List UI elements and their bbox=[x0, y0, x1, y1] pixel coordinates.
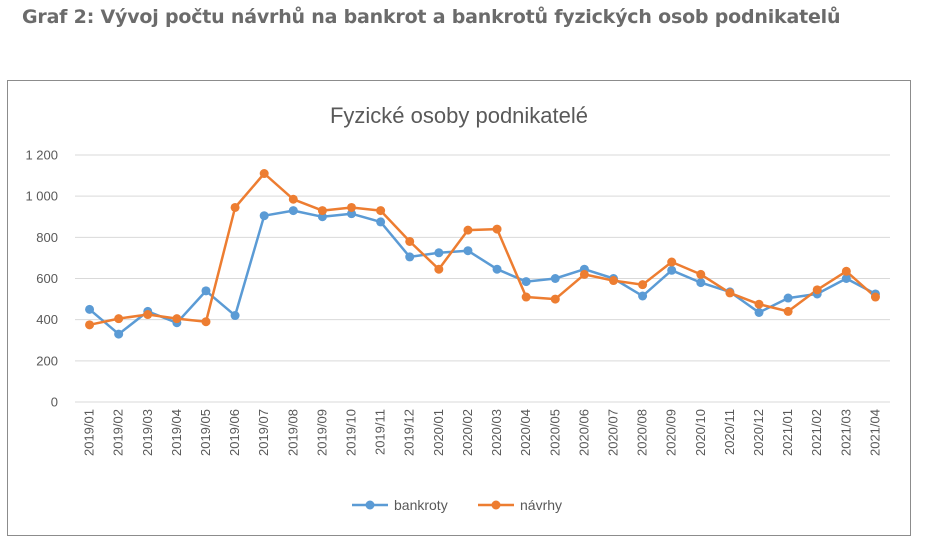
x-tick-label: 2020/02 bbox=[460, 409, 475, 456]
x-tick-label: 2019/09 bbox=[314, 409, 329, 456]
chart-title: Fyzické osoby podnikatelé bbox=[330, 103, 588, 128]
x-tick-label: 2020/12 bbox=[751, 409, 766, 456]
x-tick-label: 2020/11 bbox=[722, 409, 737, 455]
x-tick-label: 2019/10 bbox=[344, 409, 359, 456]
data-point bbox=[754, 299, 764, 309]
x-tick-label: 2020/06 bbox=[576, 409, 591, 456]
legend-swatch-marker bbox=[365, 500, 375, 510]
data-point bbox=[783, 306, 793, 316]
y-tick-label: 0 bbox=[51, 395, 58, 410]
x-tick-label: 2019/01 bbox=[82, 409, 97, 456]
y-tick-label: 1 000 bbox=[25, 189, 58, 204]
page-heading: Graf 2: Vývoj počtu návrhů na bankrot a … bbox=[22, 6, 841, 28]
data-point bbox=[550, 274, 560, 283]
data-point bbox=[376, 206, 386, 216]
data-point bbox=[114, 329, 124, 339]
data-point bbox=[201, 317, 211, 327]
data-point bbox=[288, 194, 298, 204]
y-tick-label: 1 200 bbox=[25, 148, 58, 163]
series-line bbox=[88, 209, 876, 336]
data-point bbox=[376, 217, 386, 227]
x-tick-label: 2019/02 bbox=[111, 409, 126, 456]
x-tick-label: 2020/04 bbox=[518, 409, 533, 456]
data-point bbox=[521, 277, 531, 287]
legend-swatch-marker bbox=[491, 500, 501, 510]
data-point bbox=[608, 276, 618, 286]
data-point bbox=[783, 293, 793, 303]
data-point bbox=[492, 264, 502, 274]
x-tick-label: 2020/08 bbox=[635, 409, 650, 456]
x-tick-label: 2019/03 bbox=[140, 409, 155, 456]
x-tick-label: 2021/04 bbox=[867, 409, 882, 456]
data-point bbox=[754, 307, 764, 317]
data-point bbox=[521, 292, 531, 302]
data-point bbox=[114, 314, 124, 324]
data-point bbox=[288, 206, 298, 216]
data-point bbox=[434, 264, 444, 274]
x-tick-label: 2021/02 bbox=[809, 409, 824, 456]
x-tick-label: 2021/01 bbox=[780, 409, 795, 456]
data-point bbox=[85, 304, 95, 314]
data-point bbox=[667, 265, 677, 275]
data-point bbox=[259, 211, 269, 221]
x-tick-label: 2020/09 bbox=[664, 409, 679, 456]
data-point bbox=[841, 266, 851, 276]
data-point bbox=[463, 225, 473, 235]
y-tick-label: 600 bbox=[36, 271, 58, 286]
data-point bbox=[405, 252, 415, 262]
x-tick-label: 2020/03 bbox=[489, 409, 504, 456]
y-tick-label: 400 bbox=[36, 312, 58, 327]
x-tick-label: 2019/12 bbox=[402, 409, 417, 456]
legend-label: bankroty bbox=[394, 497, 448, 513]
data-point bbox=[492, 224, 502, 234]
data-point bbox=[579, 269, 589, 279]
data-point bbox=[347, 202, 357, 212]
data-point bbox=[347, 209, 357, 219]
x-tick-label: 2019/08 bbox=[285, 409, 300, 456]
legend-label: návrhy bbox=[520, 497, 562, 513]
data-point bbox=[638, 280, 648, 290]
data-point bbox=[143, 310, 153, 320]
x-tick-label: 2019/05 bbox=[198, 409, 213, 456]
data-point bbox=[638, 291, 648, 301]
x-tick-label: 2020/07 bbox=[605, 409, 620, 456]
data-point bbox=[317, 212, 327, 222]
x-tick-label: 2020/10 bbox=[693, 409, 708, 456]
y-tick-label: 200 bbox=[36, 353, 58, 368]
data-point bbox=[667, 257, 677, 267]
data-point bbox=[201, 286, 211, 296]
x-tick-label: 2019/04 bbox=[169, 409, 184, 456]
x-tick-label: 2019/06 bbox=[227, 409, 242, 456]
series-line bbox=[89, 172, 877, 327]
data-point bbox=[696, 269, 706, 279]
data-point bbox=[696, 278, 706, 288]
data-point bbox=[434, 248, 444, 258]
data-point bbox=[841, 274, 851, 283]
x-tick-label: 2020/01 bbox=[431, 409, 446, 456]
y-tick-label: 800 bbox=[36, 230, 58, 245]
data-point bbox=[230, 202, 240, 212]
data-point bbox=[725, 288, 735, 298]
data-point bbox=[550, 294, 560, 304]
data-point bbox=[317, 206, 327, 216]
x-tick-label: 2020/05 bbox=[547, 409, 562, 456]
data-point bbox=[259, 169, 269, 179]
x-tick-label: 2021/03 bbox=[838, 409, 853, 456]
data-point bbox=[463, 246, 473, 256]
x-tick-label: 2019/11 bbox=[373, 409, 388, 455]
x-tick-label: 2019/07 bbox=[256, 409, 271, 456]
data-point bbox=[230, 311, 240, 321]
data-point bbox=[405, 236, 415, 246]
data-point bbox=[870, 292, 880, 302]
data-point bbox=[172, 314, 182, 324]
data-point bbox=[812, 285, 822, 295]
data-point bbox=[85, 320, 95, 330]
